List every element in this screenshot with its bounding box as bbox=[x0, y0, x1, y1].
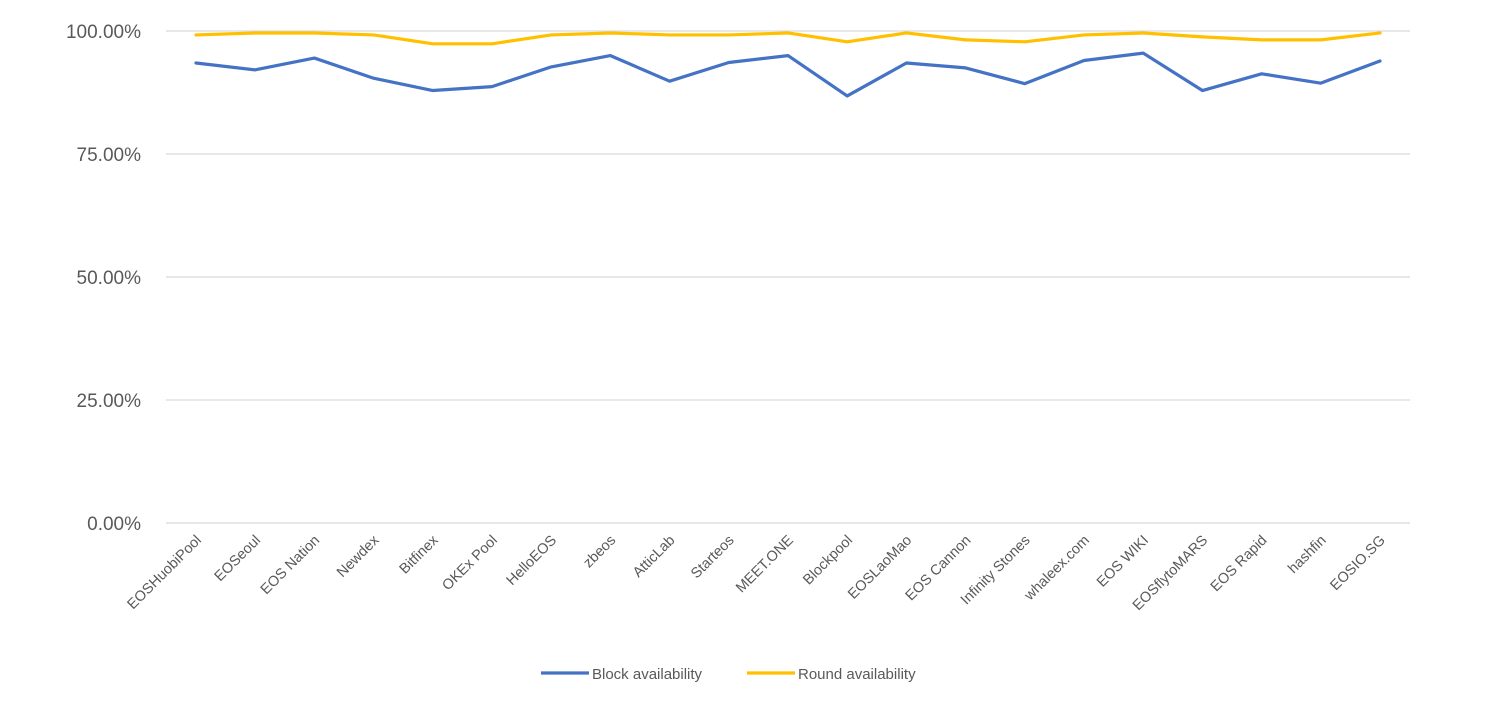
x-tick-label: Newdex bbox=[334, 532, 383, 581]
legend-label: Round availability bbox=[798, 666, 916, 683]
series-line bbox=[194, 31, 1382, 46]
x-tick-label: Starteos bbox=[688, 533, 737, 582]
x-tick-label: Bitfinex bbox=[397, 532, 442, 577]
y-tick-label: 100.00% bbox=[66, 22, 141, 43]
x-tick-label: HelloEOS bbox=[504, 533, 560, 589]
legend-label: Block availability bbox=[592, 666, 703, 683]
y-tick-label: 50.00% bbox=[77, 268, 142, 289]
x-tick-label: EOS Rapid bbox=[1208, 533, 1271, 596]
x-tick-label: EOS WIKI bbox=[1094, 533, 1152, 591]
x-tick-label: OKEx Pool bbox=[439, 533, 500, 594]
x-tick-label: Blockpool bbox=[800, 533, 856, 589]
x-tick-label: EOS Nation bbox=[258, 533, 323, 598]
x-tick-label: AtticLab bbox=[630, 533, 678, 581]
y-tick-label: 25.00% bbox=[77, 391, 142, 412]
x-tick-label: EOSHuobiPool bbox=[125, 533, 205, 613]
x-tick-label: EOSIO.SG bbox=[1327, 533, 1388, 594]
y-tick-label: 75.00% bbox=[77, 145, 142, 166]
legend: Block availability Round availability bbox=[541, 666, 916, 683]
series-line bbox=[194, 51, 1382, 98]
gridlines bbox=[166, 30, 1410, 524]
x-tick-label: EOSeoul bbox=[212, 533, 264, 585]
y-tick-label: 0.00% bbox=[87, 514, 141, 535]
series-lines bbox=[194, 31, 1382, 98]
x-tick-label: zbeos bbox=[581, 533, 620, 572]
x-tick-label: MEET.ONE bbox=[733, 532, 797, 596]
x-tick-label: hashfin bbox=[1285, 533, 1329, 577]
y-axis-ticks: 0.00% 25.00% 50.00% 75.00% 100.00% bbox=[66, 22, 141, 535]
